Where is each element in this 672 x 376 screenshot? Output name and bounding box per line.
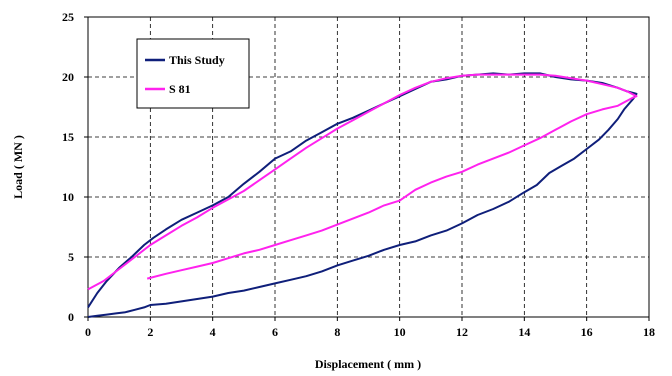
y-tick-label: 25 [62,10,74,24]
y-tick-label: 20 [62,70,74,84]
series-layer [87,72,638,318]
x-tick-label: 0 [85,325,91,339]
series-line-s-81 [87,73,638,291]
x-tick-label: 16 [581,325,593,339]
x-tick-label: 8 [334,325,340,339]
y-tick-label: 5 [68,250,74,264]
x-tick-label: 14 [518,325,530,339]
x-tick-label: 6 [272,325,278,339]
plot-area [87,16,650,318]
y-axis-label: Load ( MN ) [11,135,25,199]
y-tick-label: 0 [68,310,74,324]
x-tick-label: 12 [456,325,468,339]
y-tick-label: 15 [62,130,74,144]
x-tick-label: 2 [147,325,153,339]
series-line-this-study [87,72,638,318]
x-tick-label: 4 [210,325,216,339]
x-tick-label: 10 [394,325,406,339]
y-axis-ticks: 0 5 10 15 20 25 [62,10,88,324]
x-axis-label: Displacement ( mm ) [315,357,421,371]
legend: This Study S 81 [136,38,250,109]
x-tick-label: 18 [643,325,655,339]
y-tick-label: 10 [62,190,74,204]
legend-box [136,38,250,109]
legend-label-this-study: This Study [169,53,225,67]
x-axis-ticks: 0 2 4 6 8 10 12 14 16 18 [85,317,655,339]
legend-label-s81: S 81 [169,82,191,96]
